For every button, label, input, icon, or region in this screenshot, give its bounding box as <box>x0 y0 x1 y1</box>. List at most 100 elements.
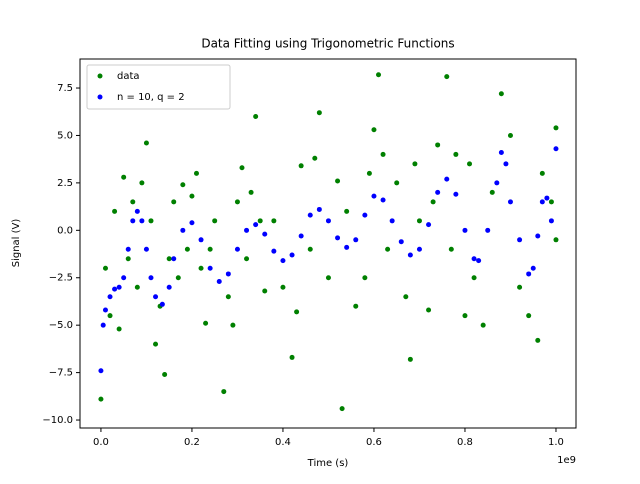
point <box>116 284 122 290</box>
point <box>407 252 413 258</box>
point <box>325 275 331 281</box>
point <box>380 197 386 203</box>
point <box>298 233 304 239</box>
point <box>134 284 140 290</box>
point <box>471 256 477 262</box>
point <box>162 371 168 377</box>
point <box>371 127 377 133</box>
point <box>112 208 118 214</box>
point <box>503 161 509 167</box>
point <box>216 279 222 285</box>
point <box>385 246 391 252</box>
point <box>548 199 554 205</box>
point <box>203 320 209 326</box>
point <box>371 193 377 199</box>
point <box>480 322 486 328</box>
point <box>130 218 136 224</box>
y-tick-label: −2.5 <box>49 273 73 284</box>
point <box>517 284 523 290</box>
point <box>234 199 240 205</box>
point <box>166 256 172 262</box>
point <box>485 227 491 233</box>
point <box>344 244 350 250</box>
point <box>435 142 441 148</box>
point <box>376 72 382 78</box>
x-tick-label: 0.2 <box>184 437 200 448</box>
point <box>289 252 295 258</box>
point <box>171 256 177 262</box>
point <box>407 356 413 362</box>
y-tick-label: −7.5 <box>49 368 73 379</box>
point <box>426 307 432 313</box>
point <box>98 396 104 402</box>
y-axis-label: Signal (V) <box>11 219 22 268</box>
point <box>100 322 106 328</box>
point <box>507 199 513 205</box>
point <box>453 191 459 197</box>
point <box>116 326 122 332</box>
point <box>148 275 154 281</box>
y-tick-label: 2.5 <box>57 178 73 189</box>
x-tick-label: 0.0 <box>93 437 109 448</box>
point <box>125 256 131 262</box>
point <box>517 237 523 243</box>
point <box>430 199 436 205</box>
point <box>102 265 108 271</box>
point <box>271 248 277 254</box>
point <box>207 246 213 252</box>
point <box>553 237 559 243</box>
point <box>339 406 345 412</box>
point <box>257 218 263 224</box>
point <box>471 275 477 281</box>
point <box>107 294 113 300</box>
point <box>102 307 108 313</box>
point <box>325 218 331 224</box>
point <box>453 151 459 157</box>
point <box>362 212 368 218</box>
x-tick-label: 0.8 <box>457 437 473 448</box>
point <box>143 246 149 252</box>
point <box>398 239 404 245</box>
point <box>416 246 422 252</box>
point <box>412 161 418 167</box>
point <box>193 170 199 176</box>
chart-title: Data Fitting using Trigonometric Functio… <box>201 37 454 51</box>
point <box>539 170 545 176</box>
point <box>530 265 536 271</box>
point <box>462 227 468 233</box>
point <box>548 218 554 224</box>
point <box>316 206 322 212</box>
point <box>248 189 254 195</box>
point <box>353 303 359 309</box>
point <box>426 222 432 228</box>
point <box>489 189 495 195</box>
point <box>98 368 104 374</box>
point <box>244 256 250 262</box>
point <box>539 199 545 205</box>
point <box>316 110 322 116</box>
point <box>307 246 313 252</box>
point <box>444 74 450 80</box>
point <box>121 174 127 180</box>
point <box>403 294 409 300</box>
point <box>262 231 268 237</box>
point <box>462 313 468 319</box>
point <box>262 288 268 294</box>
x-offset-label: 1e9 <box>557 455 576 466</box>
legend-label: data <box>117 71 140 82</box>
point <box>476 258 482 264</box>
x-axis-label: Time (s) <box>307 458 349 469</box>
x-tick-label: 1.0 <box>548 437 564 448</box>
point <box>189 193 195 199</box>
y-tick-label: −10.0 <box>42 415 73 426</box>
point <box>225 294 231 300</box>
point <box>294 309 300 315</box>
point <box>494 180 500 186</box>
legend-box <box>86 64 231 110</box>
point <box>139 218 145 224</box>
legend-marker <box>97 94 103 100</box>
point <box>535 233 541 239</box>
point <box>544 195 550 201</box>
point <box>143 140 149 146</box>
